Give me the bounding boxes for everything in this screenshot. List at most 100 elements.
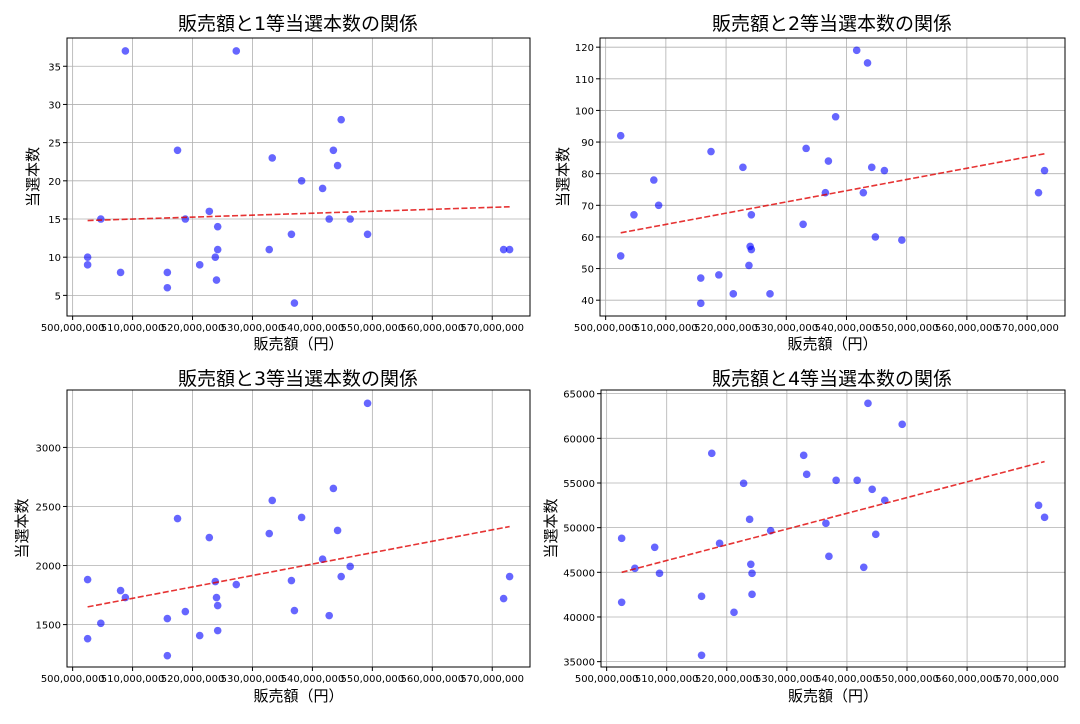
data-point	[333, 526, 342, 535]
data-point	[1040, 166, 1049, 175]
x-tick-label: 570,000,000	[995, 323, 1059, 334]
data-point	[173, 146, 182, 155]
plot-area	[67, 38, 530, 316]
data-point	[505, 572, 514, 581]
data-point	[707, 449, 716, 458]
x-tick-label: 500,000,000	[41, 674, 105, 685]
data-point	[325, 611, 333, 620]
data-point	[747, 560, 755, 569]
trend-line	[87, 525, 510, 608]
x-tick-label: 570,000,000	[460, 323, 524, 334]
y-tick-label: 100	[575, 106, 594, 117]
x-tick-label: 530,000,000	[755, 674, 819, 685]
x-axis-label: 販売額（円）	[788, 687, 878, 705]
x-tick-label: 510,000,000	[634, 323, 698, 334]
x-tick-label: 520,000,000	[694, 323, 758, 334]
x-tick-label: 520,000,000	[161, 674, 225, 685]
data-point	[697, 651, 706, 660]
y-tick-label: 20	[48, 177, 61, 188]
x-tick-label: 540,000,000	[281, 674, 345, 685]
x-tick-label: 550,000,000	[341, 674, 405, 685]
data-point	[346, 215, 354, 223]
data-point	[363, 399, 372, 408]
data-point	[212, 276, 221, 284]
data-point	[696, 299, 705, 308]
y-tick-label: 50000	[563, 524, 595, 535]
data-point	[853, 476, 861, 485]
plot-area	[601, 390, 1065, 667]
data-point	[799, 451, 808, 460]
data-point	[617, 534, 626, 543]
data-point	[265, 529, 274, 538]
x-tick-label: 550,000,000	[875, 323, 939, 334]
x-tick-label: 500,000,000	[575, 674, 639, 685]
data-point	[329, 484, 338, 493]
x-tick-label: 560,000,000	[400, 323, 464, 334]
y-tick-label: 25	[48, 139, 61, 150]
data-point	[163, 651, 172, 660]
data-point	[363, 230, 372, 239]
x-tick-label: 510,000,000	[101, 323, 165, 334]
axes-frame	[599, 37, 1066, 317]
data-point	[748, 569, 756, 578]
y-tick-label: 1500	[36, 621, 61, 632]
x-tick-label: 560,000,000	[935, 674, 999, 685]
y-axis-label: 当選本数	[554, 147, 572, 207]
data-point	[329, 146, 338, 155]
y-tick-label: 35000	[563, 658, 595, 669]
x-tick-label: 540,000,000	[281, 323, 345, 334]
data-point	[318, 184, 327, 193]
trend-line	[620, 152, 1045, 234]
data-point	[268, 496, 277, 505]
trend-line	[621, 460, 1045, 574]
chart-title: 販売額と3等当選本数の関係	[178, 368, 418, 390]
x-tick-label: 540,000,000	[815, 674, 879, 685]
data-point	[697, 592, 706, 601]
y-axis-label: 当選本数	[24, 147, 42, 207]
data-point	[205, 533, 214, 542]
x-tick-label: 570,000,000	[460, 674, 524, 685]
data-point	[97, 619, 105, 628]
y-tick-label: 50	[581, 265, 594, 276]
y-tick-label: 30	[48, 100, 61, 111]
data-point	[747, 245, 756, 254]
subplot-3: 500,000,000510,000,000520,000,000530,000…	[13, 368, 531, 705]
data-point	[195, 631, 204, 640]
data-point	[265, 245, 274, 254]
y-axis-label: 当選本数	[13, 498, 31, 558]
y-tick-label: 60	[581, 233, 594, 244]
axes-frame	[66, 37, 531, 317]
y-tick-label: 60000	[563, 434, 595, 445]
y-tick-label: 120	[575, 43, 594, 54]
data-point	[213, 222, 222, 231]
x-tick-label: 550,000,000	[341, 323, 405, 334]
data-point	[211, 253, 220, 261]
data-point	[898, 420, 907, 429]
x-tick-label: 530,000,000	[754, 323, 818, 334]
y-tick-label: 35	[48, 62, 61, 73]
chart-title: 販売額と4等当選本数の関係	[712, 368, 952, 390]
x-tick-label: 510,000,000	[635, 674, 699, 685]
data-point	[337, 572, 345, 581]
x-tick-label: 500,000,000	[574, 323, 638, 334]
subplot-1: 500,000,000510,000,000520,000,000530,000…	[24, 13, 531, 353]
x-tick-label: 510,000,000	[101, 674, 165, 685]
data-point	[880, 166, 889, 175]
data-point	[297, 177, 306, 185]
data-point	[832, 476, 840, 485]
data-point	[290, 606, 299, 615]
data-point	[83, 575, 92, 584]
y-tick-label: 40000	[563, 613, 595, 624]
data-point	[745, 261, 753, 270]
plot-area	[600, 38, 1065, 316]
data-point	[83, 261, 92, 269]
data-point	[715, 271, 723, 279]
data-point	[655, 569, 664, 578]
data-point	[325, 215, 333, 223]
data-point	[181, 607, 190, 616]
data-point	[747, 210, 756, 219]
data-point	[499, 245, 508, 254]
x-tick-label: 560,000,000	[935, 323, 999, 334]
data-point	[630, 210, 638, 219]
